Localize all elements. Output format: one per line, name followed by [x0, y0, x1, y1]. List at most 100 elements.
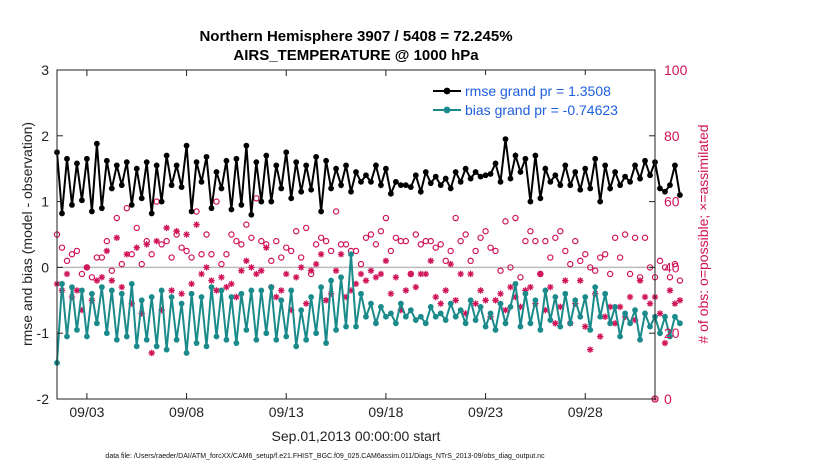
obs-assimilated-point: [372, 274, 380, 281]
y-tick-label-left: 0: [41, 259, 49, 275]
obs-possible-point: [497, 267, 504, 274]
bias-point: [348, 251, 354, 258]
rmse-point: [477, 173, 484, 180]
obs-possible-point: [312, 241, 320, 248]
bias-point: [527, 320, 534, 327]
rmse-point: [472, 169, 479, 175]
obs-assimilated-point: [512, 293, 519, 301]
bias-point: [318, 284, 325, 291]
obs-assimilated-point: [148, 349, 155, 357]
bias-point: [258, 287, 265, 294]
obs-assimilated-point: [457, 270, 464, 278]
bias-point: [148, 294, 155, 300]
rmse-point: [84, 155, 90, 162]
obs-assimilated-point: [228, 280, 235, 288]
obs-assimilated-point: [322, 297, 330, 304]
obs-possible-point: [248, 234, 255, 241]
rmse-point: [487, 171, 494, 177]
obs-assimilated-point: [188, 280, 195, 288]
obs-assimilated-point: [193, 221, 200, 228]
rmse-point: [417, 188, 424, 195]
obs-possible-point: [601, 251, 609, 258]
bias-point: [482, 323, 489, 330]
bias-point: [632, 307, 638, 314]
obs-assimilated-point: [238, 267, 245, 274]
obs-assimilated-point: [347, 287, 355, 294]
obs-possible-point: [317, 234, 325, 241]
rmse-point: [517, 169, 524, 175]
rmse-point: [592, 155, 599, 162]
rmse-point: [383, 165, 389, 172]
obs-assimilated-point: [437, 300, 444, 307]
obs-possible-point: [382, 214, 390, 222]
obs-assimilated-point: [616, 303, 624, 311]
rmse-point: [557, 182, 564, 189]
obs-possible-point: [68, 251, 76, 258]
rmse-point: [308, 186, 315, 193]
obs-possible-point: [377, 228, 385, 235]
obs-possible-point: [297, 254, 305, 261]
bias-point: [567, 320, 574, 327]
bias-point: [582, 294, 589, 300]
rmse-point: [373, 162, 379, 169]
obs-assimilated-point: [178, 290, 185, 297]
obs-assimilated-point: [477, 287, 484, 294]
rmse-point: [387, 190, 394, 197]
obs-possible-point: [387, 247, 395, 255]
rmse-point: [178, 184, 185, 191]
obs-possible-point: [108, 267, 116, 274]
obs-possible-point: [522, 237, 529, 245]
obs-assimilated-point: [432, 293, 439, 301]
rmse-point: [158, 198, 165, 205]
bias-point: [163, 346, 170, 353]
obs-assimilated-point: [582, 323, 589, 330]
y-tick-label-left: -1: [37, 325, 50, 341]
rmse-point: [582, 165, 589, 172]
obs-possible-point: [626, 270, 634, 278]
obs-possible-point: [656, 257, 664, 265]
obs-assimilated-point: [93, 277, 101, 284]
y-tick-label-right: 20: [664, 325, 680, 341]
obs-possible-point: [402, 237, 410, 245]
rmse-point: [647, 172, 653, 179]
x-tick-label: 09/28: [568, 404, 603, 420]
bias-point: [268, 284, 275, 291]
obs-assimilated-point: [596, 333, 604, 340]
bias-point: [602, 290, 609, 297]
obs-possible-point: [557, 228, 564, 235]
bias-point: [647, 323, 653, 330]
obs-assimilated-point: [417, 270, 424, 278]
obs-possible-point: [606, 270, 614, 278]
obs-possible-point: [552, 234, 559, 241]
obs-possible-point: [327, 247, 335, 255]
obs-assimilated-point: [507, 283, 514, 291]
obs-assimilated-point: [562, 277, 569, 284]
rmse-point: [193, 159, 200, 166]
rmse-point: [148, 210, 155, 217]
obs-assimilated-point: [497, 290, 504, 297]
bias-point: [378, 303, 384, 310]
bias-point: [572, 297, 579, 304]
rmse-point: [228, 206, 235, 213]
rmse-point: [677, 192, 683, 198]
obs-possible-point: [88, 274, 96, 281]
rmse-point: [74, 160, 80, 167]
obs-assimilated-point: [422, 270, 429, 278]
rmse-point: [88, 208, 95, 215]
bias-point: [183, 350, 190, 356]
obs-assimilated-point: [302, 300, 310, 307]
bias-point: [84, 333, 90, 340]
bias-point: [532, 297, 539, 304]
y-tick-label-right: 40: [664, 259, 680, 275]
rmse-point: [273, 162, 280, 169]
legend-box: [425, 75, 643, 119]
bias-point: [412, 317, 419, 323]
obs-possible-point: [283, 244, 290, 251]
bias-point: [153, 343, 160, 350]
obs-assimilated-point: [288, 306, 295, 314]
obs-assimilated-point: [103, 247, 111, 255]
bias-point: [662, 313, 668, 320]
obs-assimilated-point: [552, 320, 559, 327]
obs-assimilated-point: [317, 251, 325, 258]
rmse-point: [118, 182, 125, 189]
